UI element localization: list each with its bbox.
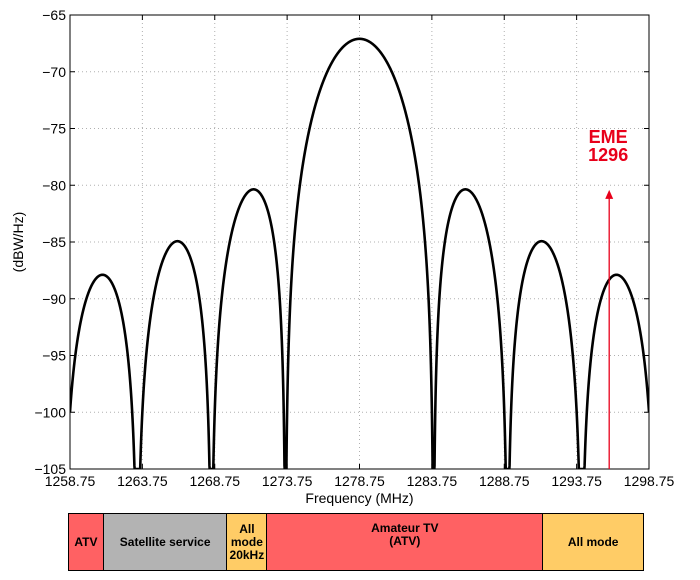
x-tick-label: 1288.75 [479,473,530,489]
y-tick-label: −85 [42,234,66,250]
band-segment: Amateur TV (ATV) [267,514,544,570]
band-segment: Satellite service [103,514,228,570]
band-segment: All mode [543,514,643,570]
y-tick-label: −100 [34,404,66,420]
y-tick-label: −75 [42,121,66,137]
band-segment: ATV [69,514,104,570]
band-label: Amateur TV [371,521,439,535]
band-label: ATV [74,534,98,549]
x-tick-label: 1268.75 [189,473,240,489]
frequency-allocation-bar: ATV Satellite service All mode 20kHz Amateur … [68,513,644,571]
y-tick-label: −95 [42,348,66,364]
psd-curve [70,37,649,469]
x-axis-label: Frequency (MHz) [305,490,413,506]
psd-chart: 1258.75 1263.75 1268.75 1273.75 1278.75 1283.… [10,7,675,506]
x-tick-label: 1293.75 [551,473,602,489]
axis-ticks: 1258.75 1263.75 1268.75 1273.75 1278.75 1283.… [34,7,674,489]
plot-frame [69,14,650,470]
x-tick-label: 1258.75 [45,473,96,489]
y-tick-label: −90 [42,291,66,307]
x-tick-label: 1283.75 [407,473,458,489]
y-tick-label: −70 [42,64,66,80]
x-tick-label: 1273.75 [262,473,313,489]
eme-arrow-head [605,189,614,199]
band-label: All [239,521,255,536]
band-label: (ATV) [389,534,421,548]
band-label: 20kHz [229,547,265,562]
x-tick-label: 1278.75 [334,473,385,489]
x-tick-label: 1298.75 [624,473,675,489]
y-tick-label: −105 [34,461,66,477]
x-tick-label: 1263.75 [117,473,168,489]
eme-label-line: 1296 [588,145,628,165]
grid-lines [70,15,649,469]
y-tick-label: −65 [42,7,66,23]
series-psd [70,37,649,469]
band-label: All mode [567,534,619,549]
band-label: mode [230,534,263,549]
eme-label-line: EME [589,127,628,147]
y-axis-label: (dBW/Hz) [10,212,26,273]
band-segment: All mode 20kHz [227,514,268,570]
y-tick-label: −80 [42,177,66,193]
band-label: Satellite service [119,534,211,549]
